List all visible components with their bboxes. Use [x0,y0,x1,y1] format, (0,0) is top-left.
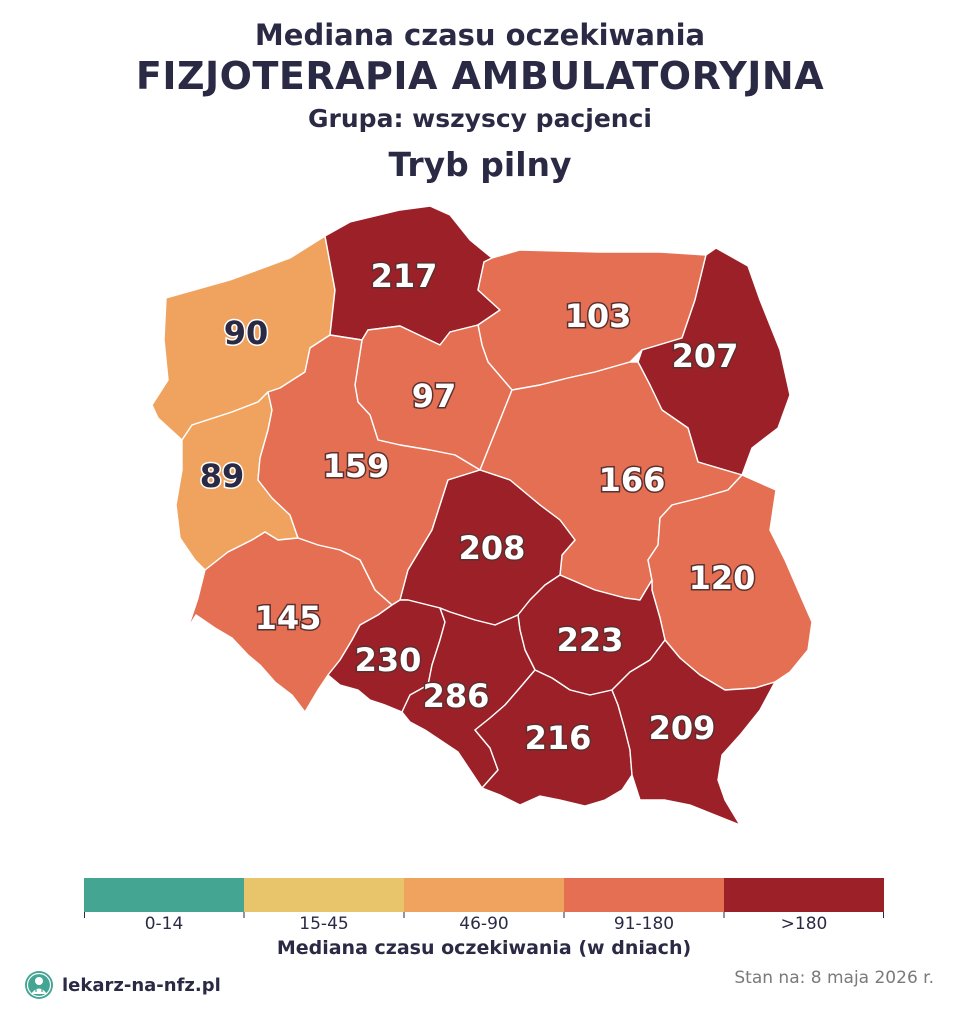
data-date: Stan na: 8 maja 2026 r. [734,968,934,988]
group-label: Grupa: wszyscy pacjenci [308,104,652,133]
region-value-dolnoslaskie: 145 [255,599,322,637]
legend-swatch-0-14 [84,878,244,912]
chart-title: Mediana czasu oczekiwania [254,18,706,52]
region-value-lodzkie: 208 [459,529,526,567]
legend-ticks [84,912,884,918]
doctor-logo-icon [25,971,53,999]
region-value-lubelskie: 120 [689,559,756,597]
legend-label-0-14: 0-14 [144,914,184,934]
region-value-podkarpackie: 209 [649,709,716,747]
region-value-podlaskie: 207 [672,337,739,375]
brand-name: lekarz-na-nfz.pl [62,974,221,996]
region-value-slaskie: 286 [423,677,490,715]
legend-label-46-90: 46-90 [459,914,509,934]
legend-label-over-180: >180 [780,914,828,934]
region-value-warminsko-mazurskie: 103 [565,297,632,335]
region-podkarpackie[interactable] [611,639,776,826]
poland-map: 90 217 103 207 97 89 159 166 208 120 145 230 223 286 2… [151,205,813,826]
legend-swatch-46-90 [404,878,564,912]
color-legend [84,878,884,912]
brand[interactable]: lekarz-na-nfz.pl [24,970,221,1000]
region-value-zachodniopomorskie: 90 [224,314,269,352]
legend-label-91-180: 91-180 [613,914,675,934]
region-malopolskie[interactable] [474,669,633,807]
region-value-mazowieckie: 166 [599,461,666,499]
region-value-malopolskie: 216 [525,719,592,757]
legend-swatch-91-180 [564,878,724,912]
legend-label-15-45: 15-45 [299,914,349,934]
region-value-wielkopolskie: 159 [323,447,390,485]
legend-swatch-15-45 [244,878,404,912]
mode-label: Tryb pilny [388,145,572,184]
region-value-lubuskie: 89 [200,457,245,495]
legend-title: Mediana czasu oczekiwania (w dniach) [276,937,692,959]
region-value-kujawsko-pomorskie: 97 [412,377,457,415]
legend-swatch-over-180 [724,878,884,912]
chart-subtitle: FIZJOTERAPIA AMBULATORYJNA [135,54,825,98]
region-value-opolskie: 230 [355,641,422,679]
region-value-pomorskie: 217 [371,257,438,295]
region-value-swietokrzyskie: 223 [557,621,624,659]
